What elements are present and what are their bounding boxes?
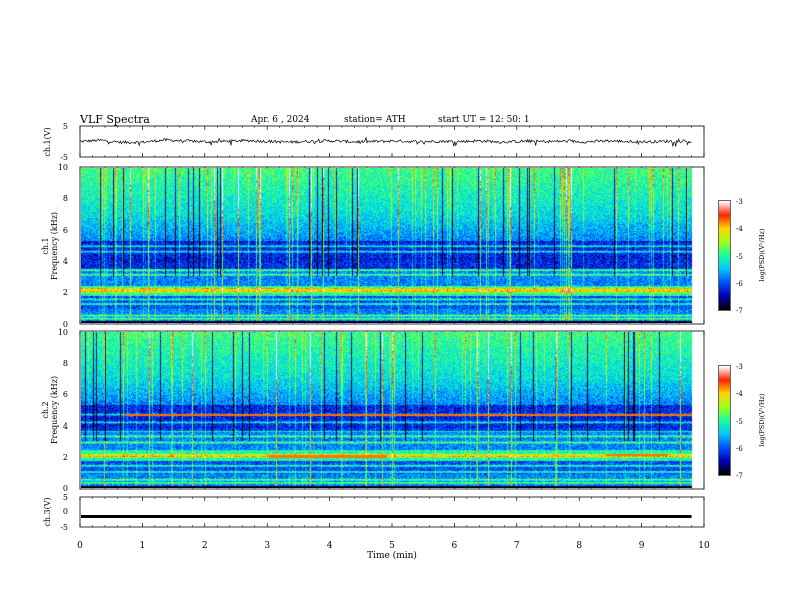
ch1-ytick-bottom: -5 [60, 153, 68, 162]
ch1-ytick-top: 5 [63, 122, 68, 131]
ch2-ytick-4: 4 [63, 422, 68, 431]
ch2-colorbar [719, 366, 730, 475]
time-tick-label-10: 10 [698, 541, 710, 551]
ch2-cbar-tick-m6: -6 [736, 445, 743, 453]
time-tick-label-5: 5 [389, 541, 395, 551]
ch3-waveform-frame [79, 496, 705, 528]
date-label: Apr. 6 , 2024 [251, 115, 310, 125]
time-axis-label: Time (min) [367, 550, 417, 561]
station-label: station= ATH [344, 115, 406, 125]
time-tick-label-2: 2 [202, 541, 208, 551]
ch2-freq-axis: 0 2 4 6 8 10 [58, 328, 68, 493]
time-tick-label-1: 1 [140, 541, 146, 551]
ch1-cbar-tick-m3: -3 [736, 198, 743, 206]
ch2-ytick-2: 2 [63, 453, 68, 462]
ch1-spectrogram-ylabel-freq: Frequency (kHz) [50, 212, 59, 280]
time-tick-label-0: 0 [77, 541, 83, 551]
ch2-ytick-10: 10 [58, 328, 68, 337]
ch2-cbar-tick-m5: -5 [736, 418, 743, 426]
ch1-spectrogram-ylabel-channel: ch.1 [41, 237, 50, 254]
ch1-waveform-ylabel: ch.1(V) [43, 127, 52, 156]
ch1-colorbar-label: log(PSD)(V²/Hz) [758, 228, 766, 281]
ch1-ytick-8: 8 [63, 194, 68, 203]
ch3-ytick-top: 5 [63, 493, 68, 502]
ch2-ytick-6: 6 [63, 390, 68, 399]
ch1-ytick-2: 2 [63, 288, 68, 297]
ch1-colorbar [719, 201, 730, 310]
ch1-cbar-tick-m4: -4 [736, 225, 743, 233]
ch2-spectrogram [81, 332, 693, 488]
ch1-ytick-6: 6 [63, 226, 68, 235]
ch1-cbar-tick-m7: -7 [736, 307, 743, 315]
time-tick-label-4: 4 [327, 541, 333, 551]
ch2-colorbar-ticks: -3 -4 -5 -6 -7 [736, 363, 743, 480]
ch1-ytick-4: 4 [63, 257, 68, 266]
time-tick-label-9: 9 [639, 541, 645, 551]
ch2-cbar-tick-m3: -3 [736, 363, 743, 371]
ch1-cbar-tick-m5: -5 [736, 253, 743, 261]
ch2-colorbar-frame [718, 365, 731, 476]
ch2-ytick-8: 8 [63, 359, 68, 368]
ch3-waveform-ylabel: ch.3(V) [43, 497, 52, 526]
ch1-colorbar-frame [718, 200, 731, 311]
ch2-spectrogram-ylabel-channel: ch.2 [41, 401, 50, 418]
ch3-ytick-mid: 0 [63, 507, 68, 516]
ch2-ytick-0: 0 [63, 484, 68, 493]
ch3-ytick-bottom: -5 [60, 523, 68, 532]
time-tick-label-8: 8 [576, 541, 582, 551]
ch1-cbar-tick-m6: -6 [736, 280, 743, 288]
ch1-ytick-10: 10 [58, 163, 68, 172]
start-ut-label: start UT = 12: 50: 1 [438, 115, 530, 125]
ch2-cbar-tick-m4: -4 [736, 390, 743, 398]
ch1-colorbar-ticks: -3 -4 -5 -6 -7 [736, 198, 743, 315]
time-tick-label-6: 6 [452, 541, 458, 551]
ch2-colorbar-label: log(PSD)(V²/Hz) [758, 393, 766, 446]
ch1-ytick-0: 0 [63, 320, 68, 329]
time-tick-label-7: 7 [514, 541, 520, 551]
time-axis-tick-labels: 0 1 2 3 4 5 6 7 8 9 10 [77, 541, 710, 551]
time-tick-label-3: 3 [264, 541, 270, 551]
ch1-spectrogram [81, 168, 693, 323]
ch2-cbar-tick-m7: -7 [736, 472, 743, 480]
ch2-spectrogram-ylabel-freq: Frequency (kHz) [50, 376, 59, 444]
chart-title: VLF Spectra [80, 113, 150, 126]
ch1-waveform-line [80, 136, 692, 147]
ch1-freq-axis: 0 2 4 6 8 10 [58, 163, 68, 329]
